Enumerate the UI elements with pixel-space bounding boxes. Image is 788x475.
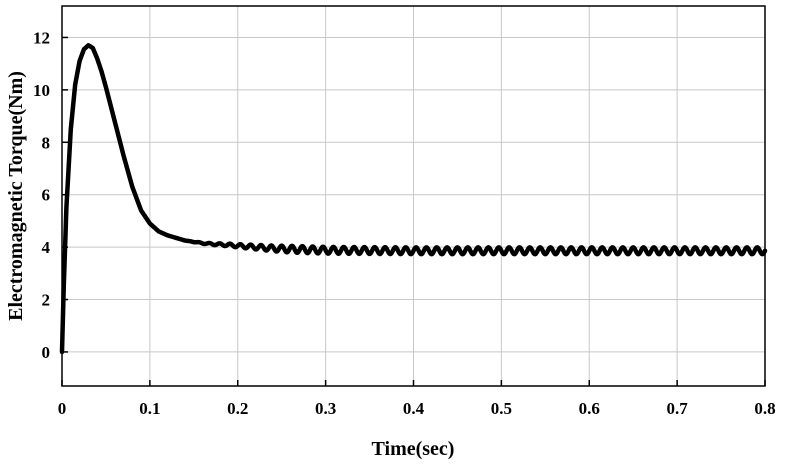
y-tick-label: 12 bbox=[33, 28, 50, 47]
x-tick-label: 0.4 bbox=[403, 399, 425, 418]
y-tick-label: 10 bbox=[33, 81, 50, 100]
x-tick-label: 0.8 bbox=[754, 399, 775, 418]
torque-series-line bbox=[59, 43, 768, 355]
x-tick-label: 0.1 bbox=[139, 399, 160, 418]
y-tick-label: 8 bbox=[42, 133, 51, 152]
y-tick-label: 4 bbox=[42, 238, 51, 257]
y-tick-label: 6 bbox=[42, 186, 51, 205]
y-tick-label: 0 bbox=[42, 343, 51, 362]
grid bbox=[61, 6, 766, 386]
plot-frame bbox=[61, 5, 766, 387]
y-tick-label: 2 bbox=[42, 291, 51, 310]
x-tick-labels: 0 0.1 0.2 0.3 0.4 0.5 0.6 0.7 0.8 bbox=[58, 399, 776, 418]
y-axis-label: Electromagnetic Torque(Nm) bbox=[5, 71, 27, 321]
x-tick-label: 0.3 bbox=[315, 399, 336, 418]
x-tick-label: 0.2 bbox=[227, 399, 248, 418]
x-tick-label: 0.7 bbox=[667, 399, 689, 418]
x-tick-label: 0.6 bbox=[579, 399, 600, 418]
x-axis-label: Time(sec) bbox=[372, 438, 455, 460]
x-tick-label: 0 bbox=[58, 399, 67, 418]
x-tick-label: 0.5 bbox=[491, 399, 512, 418]
y-tick-labels: 0 2 4 6 8 10 12 bbox=[33, 28, 51, 361]
